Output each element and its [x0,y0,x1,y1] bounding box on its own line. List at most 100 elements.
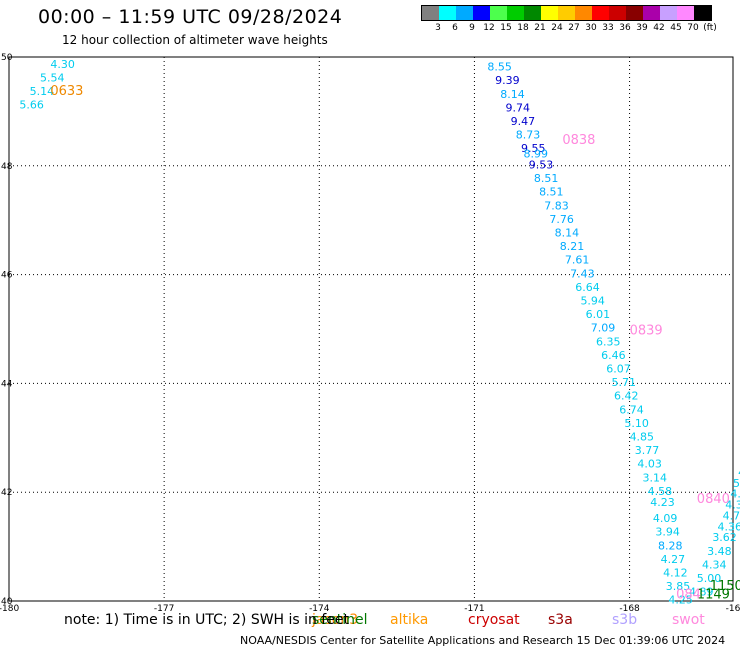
wave-height-value: 5.14 [30,85,55,98]
wave-height-value: 8.51 [534,172,559,185]
lon-tick-label: -168 [619,604,640,614]
wave-height-value: 6.35 [596,335,621,348]
wave-height-value: 7.83 [544,199,569,212]
wave-height-value: 8.21 [560,240,585,253]
legend-swatch [694,6,711,20]
pass-time-label: 084 [676,587,701,602]
wave-height-value: 5.94 [580,295,605,308]
wave-height-value: 4.89 [689,586,714,599]
legend-swatch [558,6,575,20]
wave-height-value: 7.09 [591,322,616,335]
legend-label: 6 [452,23,458,33]
wave-height-value: 4.34 [702,558,727,571]
legend-swatch [626,6,643,20]
wave-height-value: 4.27 [661,553,686,566]
wave-height-value: 4 [738,466,740,479]
pass-time-label: 0839 [630,323,663,338]
wave-height-value: 5.10 [624,417,649,430]
legend-label: 27 [568,23,580,33]
legend-label: 24 [551,23,563,33]
wave-height-value: 3.14 [643,471,668,484]
pass-time-label: 1150 [710,579,740,594]
legend-swatch [660,6,677,20]
wave-height-value: 4.33 [725,499,740,512]
wave-height-value: 8.14 [500,88,525,101]
wave-height-value: 9.74 [505,101,530,114]
legend-label: 39 [636,23,648,33]
wave-height-value: 5.71 [611,376,636,389]
wave-height-value: 9.55 [521,142,546,155]
wave-height-value: 4.23 [650,496,675,509]
wave-height-value: 7.43 [570,267,595,280]
legend-swatches [421,5,712,21]
legend-swatch [677,6,694,20]
wave-height-value: 5.1 [733,477,740,490]
legend-swatch [422,6,439,20]
wave-height-value: 7.76 [549,213,574,226]
wave-height-value: 9.47 [511,115,535,128]
lon-tick-label: -180 [0,604,19,614]
wave-height-value: 5.00 [697,572,722,585]
lon-tick-label: -177 [154,604,174,614]
note-text: note: 1) Time is in UTC; 2) SWH is in fe… [64,612,350,628]
wave-height-value: 6.01 [586,308,611,321]
wave-height-value: 4.30 [50,58,75,71]
wave-height-value: 8.55 [487,61,512,74]
legend-swatch [473,6,490,20]
wave-height-value: 6.74 [619,403,644,416]
lat-tick-label: 48 [1,162,13,172]
legend-label: 3 [435,23,441,33]
legend-label: 15 [500,23,512,33]
wave-height-value: 6.42 [614,390,639,403]
wave-height-value: 8.51 [539,186,564,199]
lat-tick-label: 50 [1,53,13,63]
legend-label: 21 [534,23,546,33]
wave-height-value: 3.85 [666,580,691,593]
pass-time-label: 1149 [697,587,730,602]
legend-label: 18 [517,23,529,33]
satellite-name-sentinel: sentinel [312,612,368,628]
legend-swatch [575,6,592,20]
legend-label: 12 [483,23,495,33]
lon-tick-label: -174 [309,604,330,614]
map-frame [8,56,734,602]
wave-height-value: 9.53 [529,159,554,172]
legend-swatch [490,6,507,20]
lon-tick-label: -171 [464,604,484,614]
pass-time-label: 0840 [697,492,730,507]
color-legend: 3 6 9 12 15 18 21 24 27 30 33 36 39 42 45 70 (ft) [421,5,717,35]
wave-height-value: 4.09 [653,512,678,525]
footer-credit: NOAA/NESDIS Center for Satellite Applica… [240,634,726,647]
wave-height-value: 8.28 [658,539,683,552]
wave-height-value: 3.94 [655,526,680,539]
lat-tick-label: 40 [1,597,13,607]
pass-time-label: 0838 [562,133,595,148]
satellite-name-swot: swot [672,612,705,628]
wave-height-value: 4.48 [730,488,740,501]
legend-label: 42 [653,23,665,33]
wave-height-value: 5.54 [40,71,65,84]
wave-height-value: 4.85 [630,431,655,444]
legend-swatch [456,6,473,20]
wave-height-value: 6.46 [601,349,626,362]
legend-swatch [507,6,524,20]
pass-time-label: 0633 [50,84,83,99]
legend-swatch [524,6,541,20]
wave-height-value: 4.58 [648,485,673,498]
satellite-name-s3b: s3b [612,612,638,628]
lat-tick-label: 42 [1,488,12,498]
legend-swatch [541,6,558,20]
wave-height-value: 3.77 [635,444,660,457]
lat-tick-label: 44 [1,379,13,389]
wave-height-value: 8.99 [524,148,549,161]
satellite-name-s3a: s3a [548,612,573,628]
wave-height-value: 6.64 [575,281,600,294]
legend-labels: 3 6 9 12 15 18 21 24 27 30 33 36 39 42 45 70 (ft) [421,21,717,35]
legend-swatch [643,6,660,20]
legend-swatch [609,6,626,20]
wave-height-value: 4.03 [637,458,662,471]
wave-height-value: 4.25 [668,594,693,607]
axis-tick-labels: -180 -177 -174 -171 -168 -16 40 42 44 46 48 50 [0,53,740,614]
